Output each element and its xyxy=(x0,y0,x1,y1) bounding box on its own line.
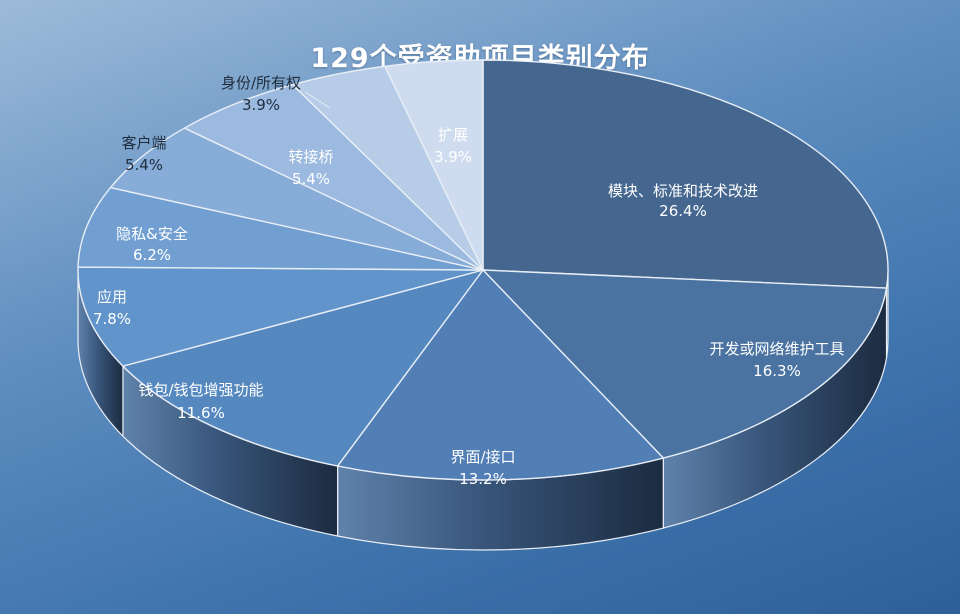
slice-value-label: 11.6% xyxy=(177,404,225,422)
slice-value-label: 5.4% xyxy=(292,170,330,188)
slice-label: 钱包/钱包增强功能 xyxy=(138,381,263,399)
pie-slice xyxy=(481,269,888,459)
pie-slice xyxy=(336,268,665,481)
pie-slice xyxy=(383,59,484,271)
slice-label: 客户端 xyxy=(121,134,166,152)
pie-slice xyxy=(121,268,485,467)
slice-value-label: 5.4% xyxy=(125,156,163,174)
slice-label: 身份/所有权 xyxy=(221,74,301,92)
pie-slice xyxy=(482,59,889,289)
slice-value-label: 13.2% xyxy=(459,470,507,488)
slice-value-label: 6.2% xyxy=(133,246,171,264)
slice-value-label: 3.9% xyxy=(242,96,280,114)
pie-slice xyxy=(77,266,484,367)
pie-slice xyxy=(77,186,484,271)
slice-label: 隐私&安全 xyxy=(116,225,188,243)
slice-value-label: 26.4% xyxy=(659,202,707,220)
slice-label: 开发或网络维护工具 xyxy=(709,340,844,358)
slice-label: 扩展 xyxy=(438,126,468,144)
pie-slice xyxy=(109,127,484,271)
slice-label: 应用 xyxy=(97,288,127,306)
slice-value-label: 16.3% xyxy=(753,362,801,380)
slice-label: 转接桥 xyxy=(288,148,333,166)
leader-line xyxy=(304,91,331,109)
slice-value-label: 3.9% xyxy=(434,148,472,166)
slice-label: 模块、标准和技术改进 xyxy=(608,182,758,200)
pie-slice xyxy=(183,83,484,271)
slice-label: 界面/接口 xyxy=(450,448,515,466)
slice-value-label: 7.8% xyxy=(93,310,131,328)
